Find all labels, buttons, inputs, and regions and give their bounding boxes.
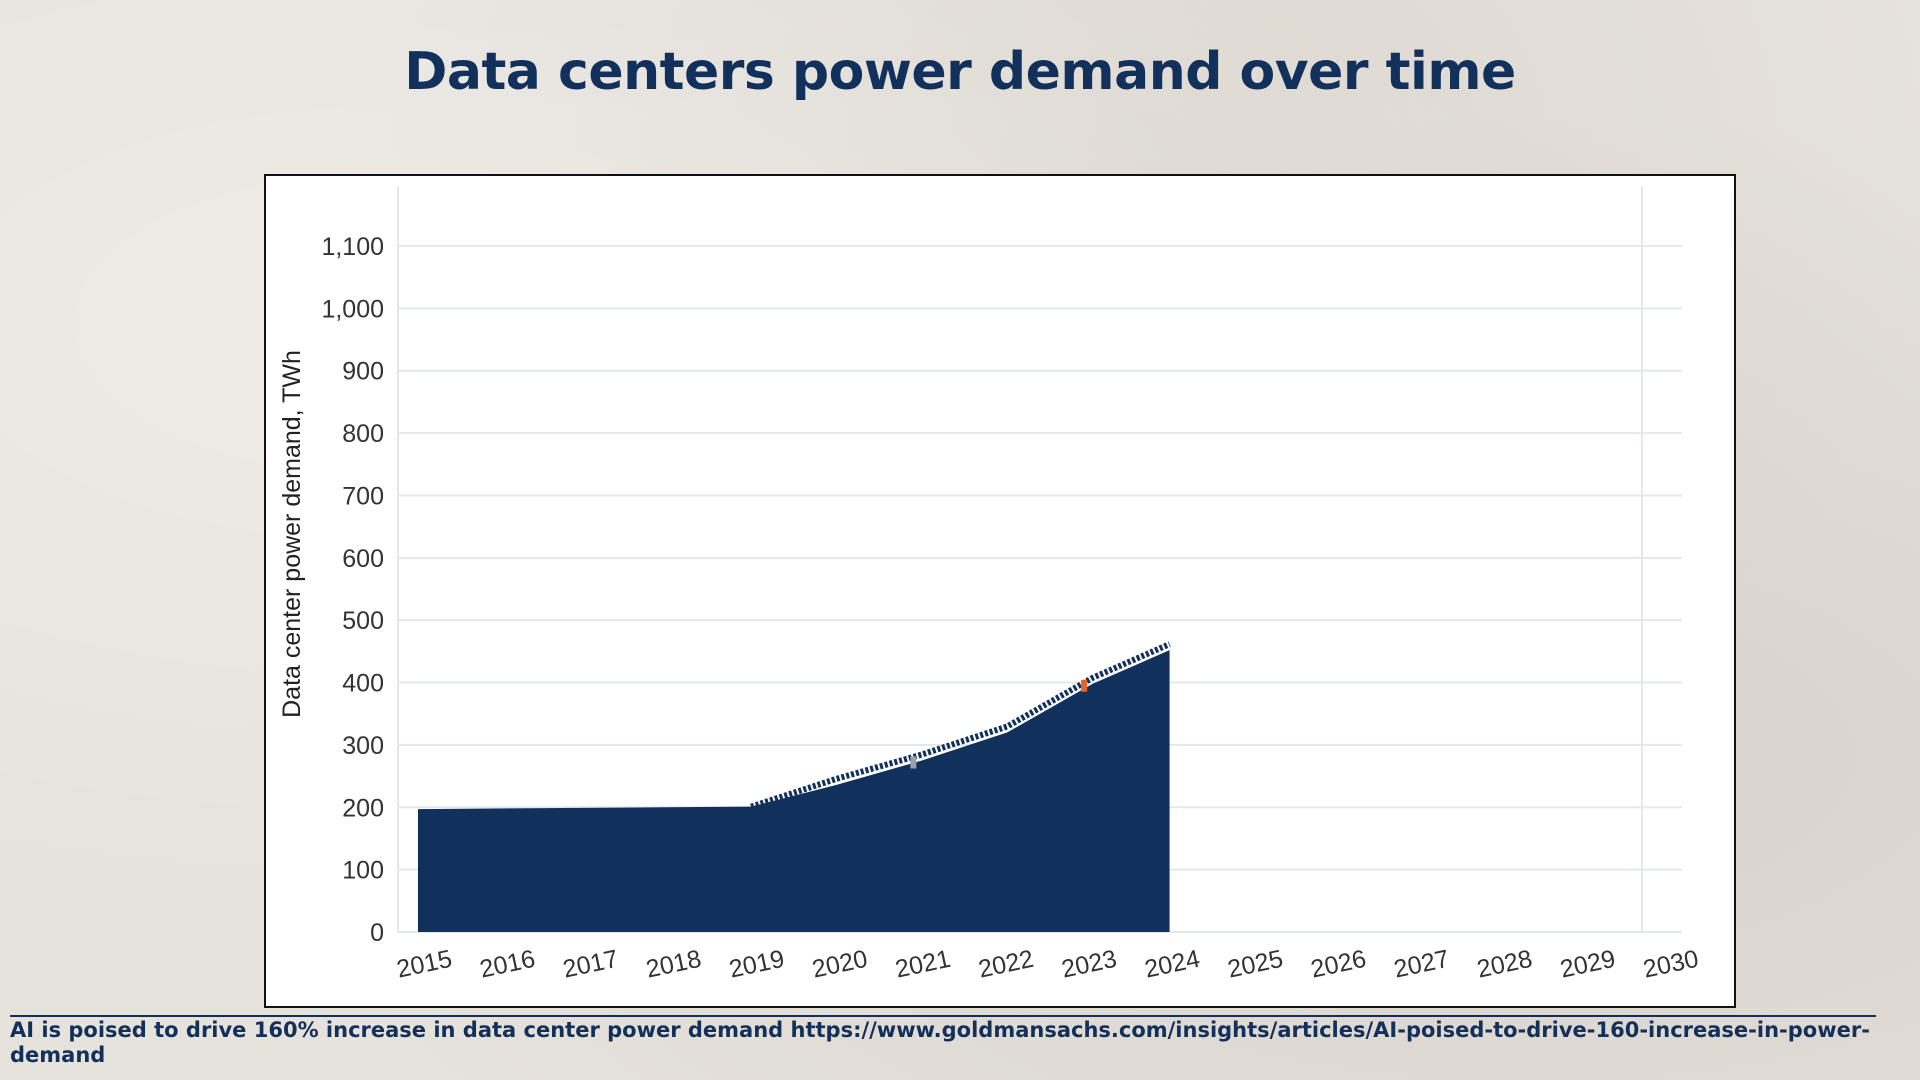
- x-tick-label: 2020: [810, 945, 870, 984]
- x-tick-label: 2027: [1391, 945, 1451, 984]
- y-tick-label: 200: [342, 794, 384, 822]
- data-marker: [910, 756, 917, 769]
- x-tick-label: 2022: [976, 945, 1036, 984]
- area-series: [418, 641, 1171, 932]
- y-tick-label: 1,000: [321, 295, 384, 323]
- source-note: AI is poised to drive 160% increase in d…: [10, 1018, 1870, 1067]
- x-axis-ticks: 2015 2016 2017 2018 2019 2020 2021 2022 2023 2024…: [394, 945, 1701, 984]
- y-tick-label: 300: [342, 732, 384, 760]
- x-tick-label: 2015: [394, 945, 454, 984]
- x-tick-label: 2023: [1059, 945, 1119, 984]
- x-tick-label: 2024: [1142, 945, 1202, 984]
- y-axis-label: Data center power demand, TWh: [278, 350, 306, 718]
- area-edge-dotted: [750, 641, 1171, 810]
- y-tick-label: 500: [342, 607, 384, 635]
- y-tick-label: 800: [342, 420, 384, 448]
- x-tick-label: 2017: [560, 945, 620, 984]
- chart-panel: 0 100 200 300 400 500 600 700 800 900 1,000 1,100 2…: [264, 174, 1736, 1008]
- y-tick-label: 1,100: [321, 233, 384, 261]
- y-tick-label: 400: [342, 670, 384, 698]
- y-tick-label: 100: [342, 857, 384, 885]
- y-tick-label: 0: [370, 919, 384, 947]
- x-tick-label: 2029: [1558, 945, 1618, 984]
- x-tick-label: 2028: [1475, 945, 1535, 984]
- y-axis-ticks: 0 100 200 300 400 500 600 700 800 900 1,000 1,100: [321, 233, 384, 947]
- x-tick-label: 2030: [1641, 945, 1701, 984]
- y-tick-label: 900: [342, 358, 384, 386]
- x-tick-label: 2026: [1308, 945, 1368, 984]
- y-tick-label: 600: [342, 545, 384, 573]
- footer-divider: [10, 1015, 1876, 1017]
- x-tick-label: 2021: [893, 945, 953, 984]
- data-marker: [1081, 679, 1088, 692]
- area-chart: 0 100 200 300 400 500 600 700 800 900 1,000 1,100 2…: [278, 186, 1701, 984]
- gridlines: [397, 186, 1682, 933]
- x-tick-label: 2016: [477, 945, 537, 984]
- x-tick-label: 2025: [1225, 945, 1285, 984]
- area-fill: [418, 650, 1170, 932]
- slide-title: Data centers power demand over time: [404, 42, 1516, 102]
- x-tick-label: 2018: [644, 945, 704, 984]
- x-tick-label: 2019: [727, 945, 787, 984]
- y-tick-label: 700: [342, 482, 384, 510]
